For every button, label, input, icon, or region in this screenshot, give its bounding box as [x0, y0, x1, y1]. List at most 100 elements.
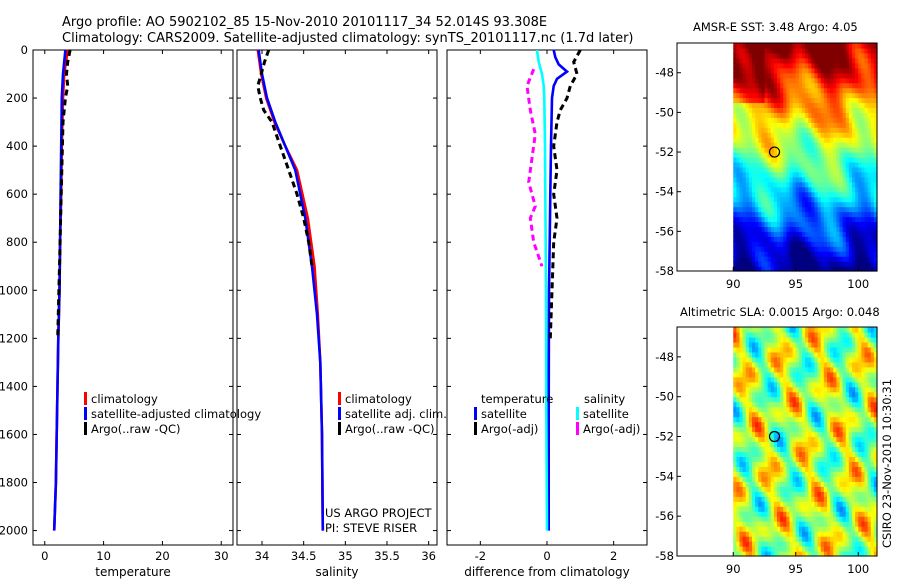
heatmap-cell [742, 481, 747, 487]
heatmap-cell [802, 431, 806, 438]
heatmap-cell [733, 436, 737, 443]
heatmap-cell [773, 411, 778, 418]
heatmap-cell [836, 142, 841, 148]
heatmap-cell [764, 72, 769, 79]
heatmap-cell [795, 107, 800, 113]
heatmap-cell [745, 371, 750, 378]
heatmap-cell [858, 77, 862, 84]
heatmap-cell [773, 211, 778, 218]
heatmap-cell [783, 336, 787, 343]
heatmap-cell [827, 82, 831, 89]
heatmap-cell [798, 226, 803, 232]
heatmap-cell [783, 256, 787, 262]
heatmap-cell [733, 127, 737, 133]
heatmap-cell [773, 476, 778, 482]
heatmap-cell [839, 206, 844, 213]
heatmap-cell [814, 461, 819, 467]
heatmap-cell [858, 396, 862, 403]
heatmap-cell [767, 381, 772, 388]
heatmap-cell [780, 52, 784, 59]
heatmap-cell [789, 501, 794, 507]
heatmap-cell [792, 536, 797, 542]
heatmap-cell [783, 431, 787, 438]
heatmap-cell [827, 161, 831, 168]
heatmap-cell [758, 251, 762, 257]
heatmap-cell [836, 92, 841, 99]
heatmap-cell [855, 236, 859, 242]
heatmap-cell [767, 356, 772, 363]
heatmap-cell [842, 541, 847, 547]
heatmap-cell [798, 491, 803, 497]
heatmap-cell [745, 526, 750, 532]
heatmap-cell [764, 531, 769, 537]
heatmap-cell [867, 102, 872, 109]
heatmap-cell [764, 416, 769, 423]
heatmap-cell [755, 431, 759, 438]
heatmap-cell [752, 451, 756, 458]
heatmap-cell [867, 72, 872, 79]
heatmap-cell [873, 436, 878, 443]
heatmap-cell [864, 346, 869, 353]
heatmap-cell [858, 536, 862, 542]
heatmap-cell [858, 206, 862, 213]
heatmap-cell [786, 251, 791, 257]
heatmap-cell [733, 181, 737, 188]
heatmap-cell [798, 246, 803, 252]
heatmap-cell [770, 411, 775, 418]
heatmap-cell [736, 157, 741, 163]
heatmap-cell [767, 236, 772, 242]
heatmap-cell [814, 331, 819, 338]
heatmap-cell [742, 506, 747, 512]
heatmap-cell [864, 43, 869, 49]
heatmap-cell [873, 351, 878, 358]
heatmap-cell [795, 416, 800, 423]
heatmap-cell [845, 451, 850, 458]
heatmap-cell [808, 97, 812, 104]
heatmap-cell [836, 166, 841, 173]
heatmap-cell [842, 341, 847, 348]
heatmap-cell [755, 161, 759, 168]
heatmap-cell [789, 206, 794, 213]
heatmap-cell [867, 356, 872, 363]
heatmap-cell [861, 436, 866, 443]
heatmap-cell [833, 206, 837, 213]
heatmap-cell [786, 132, 791, 138]
heatmap-cell [839, 421, 844, 428]
heatmap-cell [789, 431, 794, 438]
heatmap-cell [820, 366, 825, 373]
heatmap-cell [870, 327, 875, 333]
heatmap-cell [773, 176, 778, 183]
heatmap-cell [873, 166, 878, 173]
heatmap-cell [861, 376, 866, 383]
heatmap-cell [792, 127, 797, 133]
heatmap-cell [764, 496, 769, 502]
heatmap-cell [780, 127, 784, 133]
heatmap-cell [733, 186, 737, 193]
heatmap-cell [761, 206, 766, 213]
heatmap-cell [739, 341, 744, 348]
heatmap-cell [808, 231, 812, 237]
heatmap-cell [780, 87, 784, 94]
heatmap-cell [770, 351, 775, 358]
heatmap-cell [836, 351, 841, 358]
heatmap-cell [773, 376, 778, 383]
heatmap-cell [870, 491, 875, 497]
heatmap-cell [745, 411, 750, 418]
heatmap-cell [827, 396, 831, 403]
heatmap-cell [795, 351, 800, 358]
heatmap-cell [845, 72, 850, 79]
heatmap-cell [736, 52, 741, 59]
heatmap-cell [805, 107, 809, 113]
heatmap-cell [761, 216, 766, 223]
heatmap-cell [755, 516, 759, 522]
heatmap-cell [811, 371, 816, 378]
heatmap-cell [817, 171, 822, 178]
heatmap-cell [742, 501, 747, 507]
heatmap-cell [786, 102, 791, 109]
heatmap-cell [798, 416, 803, 423]
heatmap-cell [736, 331, 741, 338]
heatmap-cell [745, 481, 750, 487]
heatmap-cell [855, 67, 859, 74]
heatmap-cell [733, 516, 737, 522]
heatmap-cell [773, 201, 778, 208]
